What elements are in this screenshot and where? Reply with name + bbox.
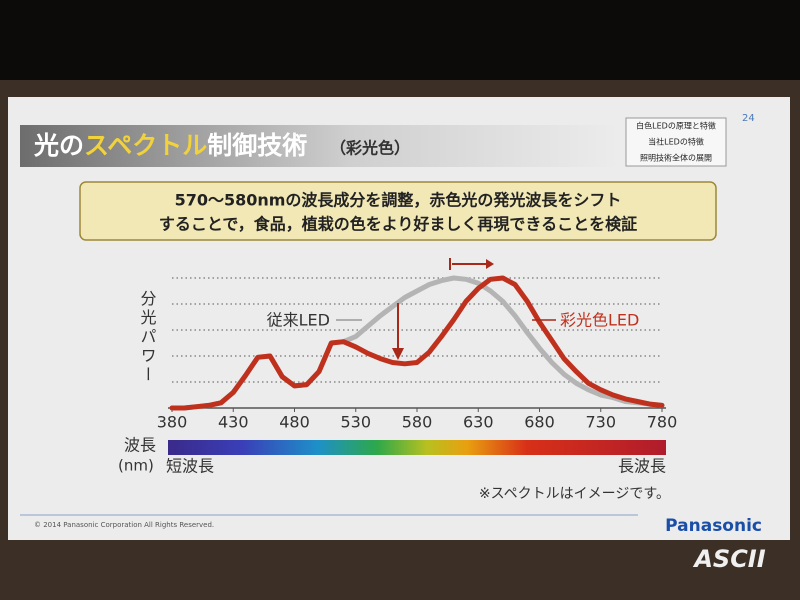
- x-tick-label: 430: [218, 413, 249, 432]
- legend-label: 従来LED: [267, 311, 330, 330]
- menu-box: [625, 117, 727, 167]
- x-tick-label: 480: [279, 413, 310, 432]
- legend-label: 彩光色LED: [560, 311, 639, 330]
- arrow-head: [486, 259, 494, 269]
- callout-line: することで，食品，植栽の色をより好ましく再現できることを検証: [159, 215, 637, 234]
- arrow-head: [392, 348, 404, 360]
- x-tick-label: 630: [463, 413, 494, 432]
- menu: 白色LEDの原理と特徴 当社LEDの特徴 照明技術全体の展開: [625, 117, 727, 167]
- callout-line: 570～580nmの波長成分を調整，赤色光の発光波長をシフト: [175, 191, 622, 210]
- y-axis-label: 分光パワー: [138, 290, 157, 385]
- title-bar: [20, 125, 620, 167]
- note: ※スペクトルはイメージです。: [479, 486, 670, 502]
- x-axis-label: 波長: [124, 436, 156, 455]
- top-band: [0, 0, 800, 80]
- brand: Panasonic: [665, 516, 762, 536]
- menu-item[interactable]: 当社LEDの特徴: [648, 137, 704, 147]
- title-note: （彩光色）: [330, 139, 410, 158]
- x-tick-label: 530: [340, 413, 371, 432]
- x-tick-label: 580: [402, 413, 433, 432]
- x-tick-label: 380: [157, 413, 188, 432]
- watermark: ASCII: [692, 545, 765, 573]
- spectrum-bar: [168, 440, 666, 455]
- callout-box: [79, 181, 717, 241]
- long-wave-label: 長波長: [618, 457, 666, 476]
- plot: 380 430 480 530 580 630 680 730 780 従来LED 彩光色LED: [157, 275, 678, 432]
- series-line: [169, 275, 665, 411]
- x-tick-label: 680: [524, 413, 555, 432]
- annotations: [336, 258, 556, 360]
- x-axis-unit: (nm): [118, 457, 154, 475]
- menu-item[interactable]: 白色LEDの原理と特徴: [636, 121, 716, 131]
- menu-item[interactable]: 照明技術全体の展開: [640, 153, 712, 163]
- copyright: © 2014 Panasonic Corporation All Rights …: [34, 521, 214, 529]
- x-tick-label: 730: [585, 413, 616, 432]
- x-tick-label: 780: [647, 413, 678, 432]
- short-wave-label: 短波長: [166, 457, 214, 476]
- slide-title: 光のスペクトル制御技術: [33, 131, 307, 160]
- page-number: 24: [742, 113, 755, 124]
